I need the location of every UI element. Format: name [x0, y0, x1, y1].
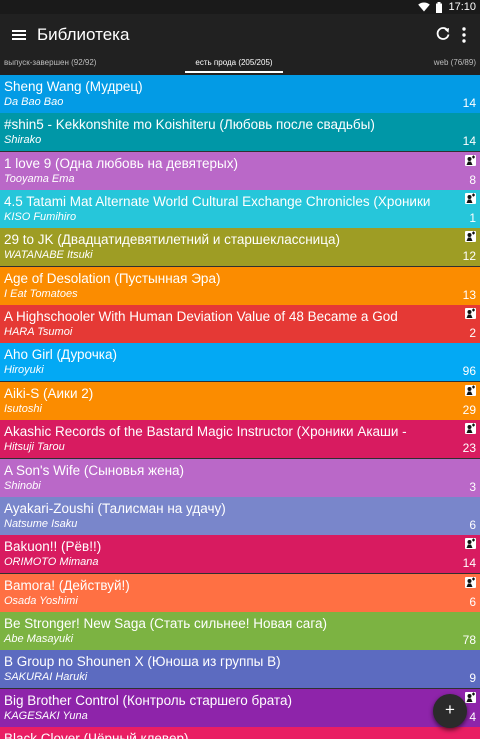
item-count: 12 — [462, 249, 476, 264]
item-title: Bamora! (Действуй!) — [4, 577, 130, 593]
refresh-icon[interactable] — [434, 25, 452, 43]
item-author: Hitsuji Tarou — [4, 441, 65, 454]
item-author: KISO Fumihiro — [4, 211, 77, 224]
reader-badge-icon — [465, 576, 476, 588]
list-item[interactable]: 29 to JK (Двадцатидевятилетний и старшек… — [0, 228, 480, 267]
item-count: 8 — [469, 172, 476, 187]
more-vert-icon[interactable] — [458, 25, 470, 45]
item-author: Natsume Isaku — [4, 517, 78, 530]
item-author: Shirako — [4, 134, 42, 147]
menu-icon[interactable] — [10, 26, 28, 44]
tab-finished[interactable]: выпуск-завершен (92/92) — [4, 58, 97, 67]
list-item[interactable]: Aiki-S (Аики 2) Isutoshi 29 — [0, 381, 480, 420]
item-count: 6 — [469, 517, 476, 532]
reader-badge-icon — [465, 154, 476, 166]
item-count: 2 — [469, 326, 476, 341]
reader-badge-icon — [465, 231, 476, 243]
item-title: #shin5 - Kekkonshite mo Koishiteru (Любо… — [4, 117, 375, 133]
item-count: 14 — [462, 96, 476, 110]
item-count: 23 — [462, 441, 476, 456]
item-author: Hiroyuki — [4, 364, 44, 377]
app-bar: Библиотека — [0, 14, 480, 56]
item-title: Bakuon!! (Рёв!!) — [4, 539, 102, 555]
reader-badge-icon — [465, 193, 476, 205]
tab-ongoing[interactable]: есть прода (205/205) — [195, 58, 273, 67]
item-author: Isutoshi — [4, 402, 42, 415]
item-count: 1 — [469, 211, 476, 226]
reader-badge-icon — [465, 423, 476, 435]
item-title: Sheng Wang (Мудрец) — [4, 79, 143, 94]
list-item[interactable]: Sheng Wang (Мудрец) Da Bao Bao 14 — [0, 75, 480, 113]
item-title: Big Brother Control (Контроль старшего б… — [4, 692, 292, 708]
item-title: 1 love 9 (Одна любовь на девятерых) — [4, 155, 238, 171]
item-title: Age of Desolation (Пустынная Эра) — [4, 270, 221, 286]
item-count: 9 — [469, 671, 476, 686]
item-author: Osada Yoshimi — [4, 594, 78, 607]
item-author: ORIMOTO Mimana — [4, 556, 99, 569]
item-author: WATANABE Itsuki — [4, 249, 93, 262]
list-item[interactable]: Bakuon!! (Рёв!!) ORIMOTO Mimana 14 — [0, 535, 480, 574]
reader-badge-icon — [465, 538, 476, 550]
item-title: A Highschooler With Human Deviation Valu… — [4, 309, 398, 325]
plus-icon: + — [445, 700, 455, 719]
item-title: 29 to JK (Двадцатидевятилетний и старшек… — [4, 232, 340, 248]
item-title: 4.5 Tatami Mat Alternate World Cultural … — [4, 194, 431, 210]
item-title: A Son's Wife (Сыновья жена) — [4, 462, 185, 478]
add-button[interactable]: + — [433, 694, 467, 728]
tab-bar: выпуск-завершен (92/92) есть прода (205/… — [0, 56, 480, 75]
list-item[interactable]: Black Clover (Чёрный клевер) — [0, 727, 480, 739]
item-author: Da Bao Bao — [4, 96, 64, 108]
item-title: Ayakari-Zoushi (Талисман на удачу) — [4, 500, 226, 516]
list-item[interactable]: 1 love 9 (Одна любовь на девятерых) Tooya… — [0, 151, 480, 190]
page-title: Библиотека — [37, 25, 130, 44]
list-item[interactable]: A Highschooler With Human Deviation Valu… — [0, 305, 480, 344]
wifi-icon — [418, 2, 431, 12]
item-author: HARA Tsumoi — [4, 326, 73, 339]
list-item[interactable]: Be Stronger! New Saga (Стать сильнее! Но… — [0, 611, 480, 650]
item-count: 96 — [462, 364, 476, 379]
item-author: SAKURAI Haruki — [4, 671, 88, 684]
reader-badge-icon — [465, 384, 476, 396]
item-count: 13 — [462, 287, 476, 302]
item-title: Aho Girl (Дурочка) — [4, 347, 118, 363]
list-item[interactable]: #shin5 - Kekkonshite mo Koishiteru (Любо… — [0, 113, 480, 152]
item-count: 14 — [462, 134, 476, 149]
item-title: Akashic Records of the Bastard Magic Ins… — [4, 424, 407, 440]
item-title: Be Stronger! New Saga (Стать сильнее! Но… — [4, 615, 327, 631]
tab-indicator — [185, 71, 283, 73]
item-title: Aiki-S (Аики 2) — [4, 385, 94, 401]
list-item[interactable]: Bamora! (Действуй!) Osada Yoshimi 6 — [0, 573, 480, 612]
item-count: 78 — [462, 632, 476, 647]
status-bar: 17:10 — [0, 0, 480, 14]
battery-icon — [436, 1, 443, 13]
item-author: Shinobi — [4, 479, 41, 492]
list-item[interactable]: 4.5 Tatami Mat Alternate World Cultural … — [0, 190, 480, 229]
item-count: 4 — [469, 709, 476, 724]
list-item[interactable]: Aho Girl (Дурочка) Hiroyuki 96 — [0, 343, 480, 382]
status-time: 17:10 — [448, 1, 476, 13]
list-item[interactable]: Big Brother Control (Контроль старшего б… — [0, 688, 480, 727]
list-item[interactable]: Ayakari-Zoushi (Талисман на удачу) Natsum… — [0, 496, 480, 535]
item-title: B Group no Shounen X (Юноша из группы B) — [4, 654, 281, 670]
item-author: Abe Masayuki — [4, 632, 74, 645]
reader-badge-icon — [465, 308, 476, 320]
list-item[interactable]: Akashic Records of the Bastard Magic Ins… — [0, 420, 480, 459]
reader-badge-icon — [465, 691, 476, 703]
item-count: 3 — [469, 479, 476, 494]
item-count: 14 — [462, 556, 476, 571]
item-count: 29 — [462, 402, 476, 417]
list-item[interactable]: Age of Desolation (Пустынная Эра) I Eat T… — [0, 266, 480, 305]
item-author: I Eat Tomatoes — [4, 287, 78, 300]
list-item[interactable]: B Group no Shounen X (Юноша из группы B)… — [0, 650, 480, 689]
list-item[interactable]: A Son's Wife (Сыновья жена) Shinobi 3 — [0, 458, 480, 497]
item-title: Black Clover (Чёрный клевер) — [4, 731, 189, 739]
item-author: KAGESAKI Yuna — [4, 709, 88, 722]
item-author: Tooyama Ema — [4, 172, 75, 185]
item-count: 6 — [469, 594, 476, 609]
tab-web[interactable]: web (76/89) — [433, 58, 476, 67]
